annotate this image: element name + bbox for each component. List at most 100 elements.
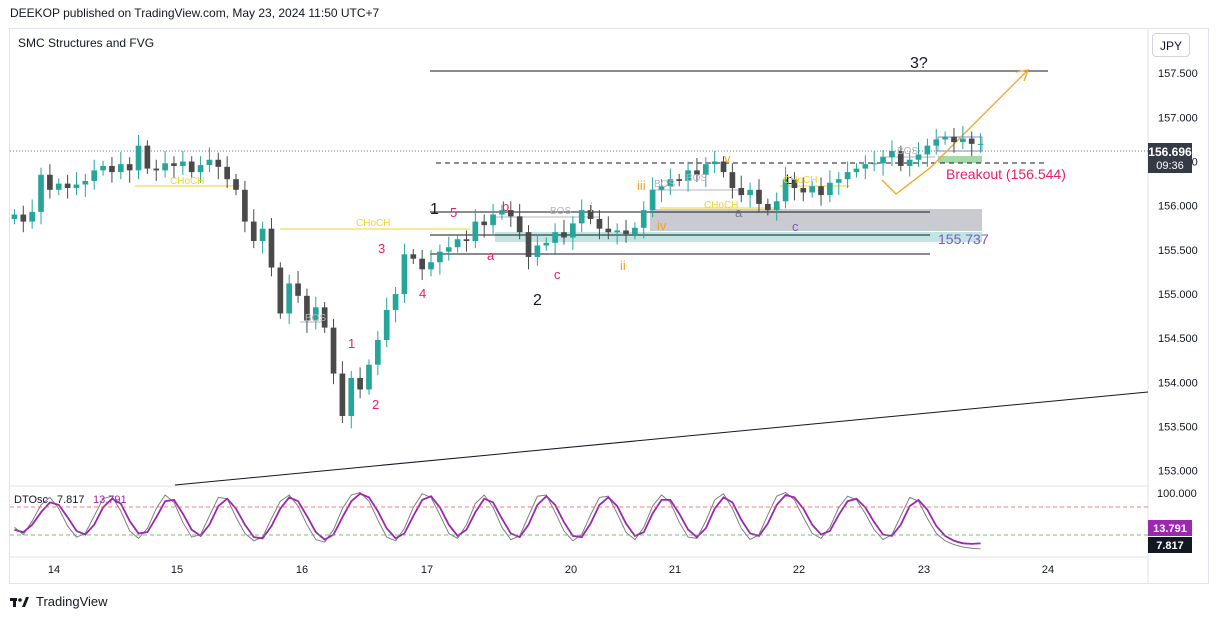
candle-body[interactable] <box>889 150 895 158</box>
osc-title[interactable]: DTOsc <box>14 494 49 506</box>
candle-body[interactable] <box>117 164 124 173</box>
time-axis[interactable]: 14 15 16 17 20 21 22 23 24 <box>48 564 1054 576</box>
currency-button[interactable]: JPY <box>1152 33 1190 57</box>
candle-body[interactable] <box>552 232 558 243</box>
candle-body[interactable] <box>490 214 496 226</box>
candle-body[interactable] <box>694 170 700 175</box>
candle-body[interactable] <box>20 214 27 222</box>
candle-body[interactable] <box>454 239 461 248</box>
candle-body[interactable] <box>339 373 346 416</box>
candle-body[interactable] <box>392 294 399 310</box>
candle-body[interactable] <box>144 145 151 169</box>
candle-body[interactable] <box>844 172 851 180</box>
candle-body[interactable] <box>507 210 514 217</box>
candle-body[interactable] <box>614 230 620 233</box>
candle-body[interactable] <box>206 159 213 166</box>
candle-body[interactable] <box>383 309 390 340</box>
candle-body[interactable] <box>632 227 638 234</box>
candle-body[interactable] <box>702 164 709 175</box>
candle-body[interactable] <box>738 188 745 196</box>
candle-body[interactable] <box>649 189 656 211</box>
candle-body[interactable] <box>605 228 612 233</box>
candle-body[interactable] <box>286 283 293 314</box>
candle-body[interactable] <box>188 161 195 173</box>
candle-body[interactable] <box>960 138 966 143</box>
candle-body[interactable] <box>685 170 691 181</box>
candle-body[interactable] <box>82 180 89 185</box>
candle-body[interactable] <box>321 307 328 328</box>
candle-body[interactable] <box>915 154 922 160</box>
candle-body[interactable] <box>437 251 443 263</box>
candle-body[interactable] <box>880 157 886 164</box>
candle-body[interactable] <box>348 377 355 416</box>
candle-body[interactable] <box>667 179 674 187</box>
candle-body[interactable] <box>233 179 239 190</box>
candle-body[interactable] <box>277 267 284 314</box>
projection-path[interactable] <box>881 69 1029 195</box>
candle-body[interactable] <box>499 210 505 215</box>
candle-body[interactable] <box>782 179 789 202</box>
candle-body[interactable] <box>747 189 753 196</box>
candle-body[interactable] <box>933 139 940 146</box>
candle-body[interactable] <box>109 165 115 173</box>
candle-body[interactable] <box>720 161 727 173</box>
candle-body[interactable] <box>242 189 248 222</box>
candle-body[interactable] <box>428 262 434 270</box>
candle-body[interactable] <box>765 203 771 211</box>
fvg-zone[interactable] <box>495 232 982 242</box>
candle-body[interactable] <box>304 295 310 321</box>
candle-body[interactable] <box>29 211 35 222</box>
candle-body[interactable] <box>968 138 975 144</box>
candle-body[interactable] <box>862 164 869 169</box>
candle-body[interactable] <box>47 174 53 190</box>
candle-body[interactable] <box>871 163 878 165</box>
candle-body[interactable] <box>818 186 824 196</box>
candle-body[interactable] <box>791 179 798 189</box>
candle-body[interactable] <box>268 228 275 268</box>
candle-body[interactable] <box>800 188 807 193</box>
candle-body[interactable] <box>942 136 948 140</box>
candle-body[interactable] <box>809 186 815 193</box>
candle-body[interactable] <box>951 136 957 143</box>
candle-body[interactable] <box>295 283 301 296</box>
candle-body[interactable] <box>312 307 319 321</box>
candle-body[interactable] <box>711 161 718 165</box>
candle-body[interactable] <box>419 258 425 270</box>
osc-fast-line[interactable] <box>14 491 981 550</box>
candle-body[interactable] <box>153 168 160 171</box>
candle-body[interactable] <box>658 186 665 190</box>
candle-body[interactable] <box>180 161 186 166</box>
osc-slow-line[interactable] <box>14 492 981 545</box>
candle-body[interactable] <box>126 164 133 171</box>
candle-body[interactable] <box>543 242 550 246</box>
candle-body[interactable] <box>100 165 106 171</box>
candle-body[interactable] <box>401 254 408 295</box>
candle-body[interactable] <box>162 163 168 171</box>
candle-body[interactable] <box>366 364 372 390</box>
candle-body[interactable] <box>623 230 629 234</box>
candle-body[interactable] <box>224 166 230 180</box>
candle-body[interactable] <box>578 210 585 224</box>
candle-body[interactable] <box>472 221 479 242</box>
candle-body[interactable] <box>676 179 683 181</box>
price-axis[interactable]: 153.000 153.500 154.000 154.500 155.000 155.5… <box>1158 68 1198 478</box>
breakout-zone[interactable] <box>938 156 982 163</box>
candle-body[interactable] <box>135 145 142 171</box>
candle-body[interactable] <box>463 239 470 242</box>
indicator-title[interactable]: SMC Structures and FVG <box>18 36 155 50</box>
candle-body[interactable] <box>516 216 523 233</box>
candle-body[interactable] <box>835 179 842 183</box>
candle-body[interactable] <box>197 165 204 173</box>
candle-body[interactable] <box>977 143 984 145</box>
candle-body[interactable] <box>853 168 860 173</box>
candle-body[interactable] <box>55 183 62 190</box>
candle-body[interactable] <box>259 228 266 242</box>
candle-body[interactable] <box>250 221 257 242</box>
footer-brand[interactable]: TradingView <box>10 594 108 609</box>
candle-body[interactable] <box>11 214 18 219</box>
candle-body[interactable] <box>596 218 603 229</box>
candle-body[interactable] <box>73 184 80 189</box>
candle-body[interactable] <box>215 159 222 167</box>
candle-body[interactable] <box>64 183 71 189</box>
